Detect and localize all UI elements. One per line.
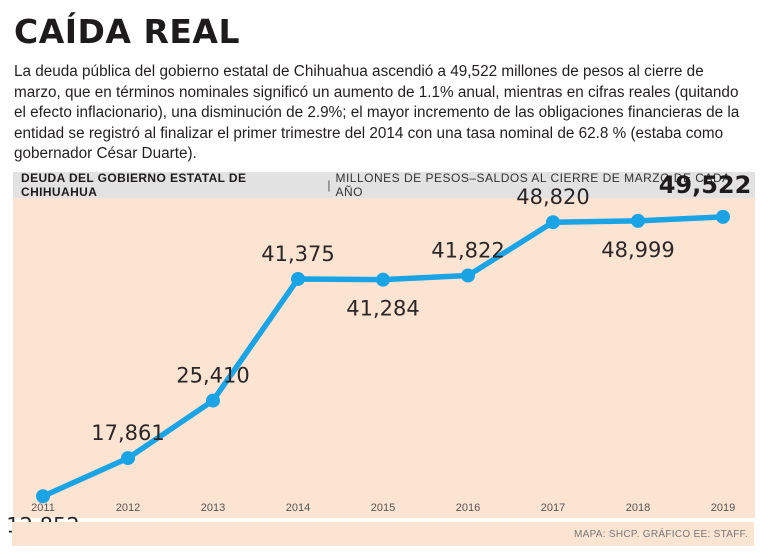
x-tick-2013: 2013 [201,502,225,514]
x-tick-2016: 2016 [456,502,480,514]
subhead-separator: | [327,178,331,192]
x-tick-2012: 2012 [116,502,140,514]
data-point-2015 [376,272,390,287]
data-label-2015: 41,284 [346,297,419,321]
x-tick-2014: 2014 [286,502,310,514]
data-point-2016 [461,268,475,283]
subhead-units: MILLONES DE PESOS–SALDOS AL CIERRE DE MA… [335,171,730,199]
data-point-2014 [291,271,305,286]
line-chart: 12,85217,86125,41041,37541,28441,82248,8… [6,171,751,537]
x-tick-2017: 2017 [541,502,565,514]
plot-area: 12,85217,86125,41041,37541,28441,82248,8… [6,171,755,537]
subhead-title: DEUDA DEL GOBIERNO ESTATAL DE CHIHUAHUA [21,171,247,199]
data-point-2012 [121,451,135,466]
x-tick-2019: 2019 [711,502,735,514]
data-point-2019 [716,209,730,224]
data-point-2013 [206,393,220,408]
x-tick-2015: 2015 [371,502,395,514]
source-credit: MAPA: SHCP. GRÁFICO EE: STAFF. [12,522,754,546]
data-point-2017 [546,215,560,230]
data-label-2013: 25,410 [176,364,249,388]
x-tick-2011: 2011 [31,502,55,514]
data-label-2012: 17,861 [91,421,164,445]
data-label-2016: 41,822 [431,239,504,263]
chart-title: CAÍDA REAL [14,12,240,51]
data-label-2019: 49,522 [659,171,752,199]
data-label-2017: 48,820 [516,185,589,209]
data-label-2014: 41,375 [261,242,334,266]
chart-subhead: DEUDA DEL GOBIERNO ESTATAL DE CHIHUAHUA … [13,171,755,199]
data-label-2018: 48,999 [601,238,674,262]
x-tick-2018: 2018 [626,502,650,514]
lede-paragraph: La deuda pública del gobierno estatal de… [14,63,740,162]
data-point-2018 [631,213,645,228]
data-point-2011 [36,489,50,504]
